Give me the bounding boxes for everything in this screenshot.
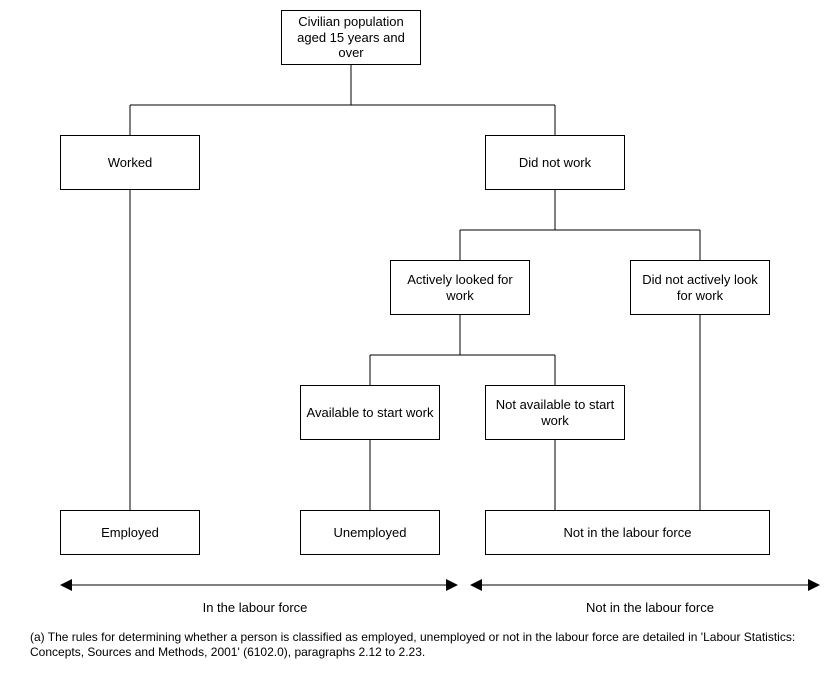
node-not-in-labour-force: Not in the labour force [485,510,770,555]
diagram-canvas: Civilian population aged 15 years and ov… [0,0,825,675]
label-in-labour-force: In the labour force [145,600,365,615]
node-unemployed: Unemployed [300,510,440,555]
node-not-available: Not available to start work [485,385,625,440]
node-label: Actively looked for work [395,272,525,303]
node-label: Worked [108,155,153,171]
node-label: Employed [101,525,159,541]
connector-lines [0,0,825,675]
node-not-actively-looked: Did not actively look for work [630,260,770,315]
node-label: Did not actively look for work [635,272,765,303]
node-root: Civilian population aged 15 years and ov… [281,10,421,65]
node-worked: Worked [60,135,200,190]
label-not-in-labour-force: Not in the labour force [540,600,760,615]
node-available: Available to start work [300,385,440,440]
node-label: Civilian population aged 15 years and ov… [286,14,416,61]
node-label: Not available to start work [490,397,620,428]
node-label: Not in the labour force [564,525,692,541]
node-label: Available to start work [307,405,434,421]
node-did-not-work: Did not work [485,135,625,190]
node-label: Did not work [519,155,591,171]
footnote-text: (a) The rules for determining whether a … [30,630,820,660]
node-label: Unemployed [334,525,407,541]
node-actively-looked: Actively looked for work [390,260,530,315]
node-employed: Employed [60,510,200,555]
